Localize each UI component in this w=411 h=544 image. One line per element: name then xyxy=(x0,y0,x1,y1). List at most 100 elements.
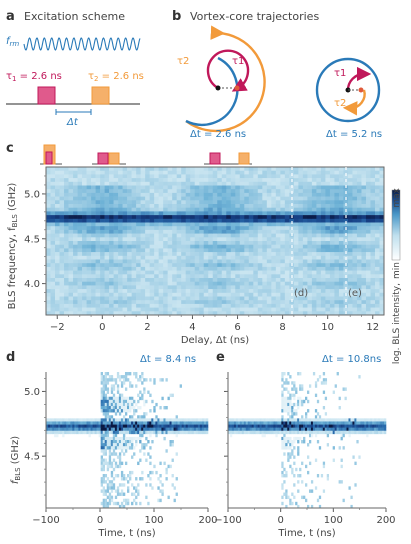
heatmap-c-cell xyxy=(82,307,87,312)
heatmap-c-cell xyxy=(271,218,277,223)
heatmap-e-cell xyxy=(322,406,326,410)
heatmap-c-cell xyxy=(91,270,96,275)
heatmap-d-cell xyxy=(161,396,164,401)
heatmap-c-cell xyxy=(73,259,78,264)
heatmap-c-cell xyxy=(68,167,74,171)
heatmap-e-cell xyxy=(283,418,286,422)
heatmap-d-cell xyxy=(120,430,124,435)
heatmap-c-cell xyxy=(235,285,241,290)
heatmap-e-cell xyxy=(249,418,252,422)
heatmap-c-cell xyxy=(172,178,177,183)
heatmap-c-cell xyxy=(104,185,110,190)
heatmap-c-cell xyxy=(109,285,114,290)
heatmap-c-cell xyxy=(113,196,119,201)
heatmap-c-cell xyxy=(212,233,218,238)
heatmap-c-cell xyxy=(131,200,137,205)
pulse-tau2 xyxy=(91,86,110,105)
heatmap-c-cell xyxy=(239,226,245,231)
heatmap-c-cell xyxy=(190,263,196,268)
heatmap-c-cell xyxy=(77,189,83,194)
heatmap-c-cell xyxy=(280,252,286,257)
heatmap-c-cell xyxy=(253,311,259,316)
heatmap-c-cell xyxy=(325,303,331,308)
heatmap-e-cell xyxy=(352,418,355,422)
heatmap-d-cell xyxy=(102,464,106,469)
heatmap-d-cell xyxy=(106,495,110,500)
heatmap-c-cell xyxy=(194,226,200,231)
heatmap-d-cell xyxy=(102,467,106,472)
heatmap-c-cell xyxy=(95,174,101,179)
heatmap-c-cell xyxy=(212,170,218,175)
heatmap-c-cell xyxy=(113,307,119,312)
heatmap-c-cell xyxy=(239,222,245,227)
heatmap-d-cell xyxy=(197,424,201,428)
heatmap-d-cell xyxy=(133,418,136,422)
heatmap-e-cell xyxy=(285,443,288,447)
heatmap-d-cell xyxy=(102,421,106,425)
heatmap-c-cell xyxy=(262,303,268,308)
heatmap-d-cell xyxy=(104,387,108,391)
heatmap-d-cell xyxy=(46,421,49,425)
heatmap-c-cell xyxy=(149,241,155,245)
heatmap-d-cell xyxy=(127,430,130,435)
heatmap-e-cell xyxy=(328,418,331,422)
heatmap-c-cell xyxy=(356,189,362,194)
heatmap-e-cell xyxy=(291,424,294,428)
heatmap-c-cell xyxy=(239,292,245,297)
heatmap-c-cell xyxy=(82,192,87,197)
heatmap-d-cell xyxy=(118,455,122,459)
heatmap-d-cell xyxy=(137,461,140,466)
heatmap-d-cell xyxy=(127,402,130,407)
heatmap-c-cell xyxy=(199,222,205,227)
heatmap-e-cell xyxy=(324,430,328,435)
heatmap-c-cell xyxy=(235,174,241,179)
heatmap-e-cell xyxy=(368,418,371,422)
heatmap-c-cell xyxy=(73,170,78,175)
heatmap-d-cell xyxy=(139,421,142,425)
heatmap-c-cell xyxy=(325,226,331,231)
heatmap-e-cell xyxy=(380,421,383,425)
heatmap-c-cell xyxy=(127,252,132,257)
heatmap-c-cell xyxy=(257,289,263,294)
heatmap-c-cell xyxy=(95,204,101,208)
heatmap-d-cell xyxy=(193,427,197,432)
heatmap-c-cell xyxy=(262,215,268,220)
heatmap-c-cell xyxy=(82,200,87,205)
heatmap-e-cell xyxy=(358,430,361,435)
heatmap-c-cell xyxy=(374,185,380,190)
heatmap-d-cell xyxy=(108,421,112,425)
heatmap-d-cell xyxy=(175,492,178,496)
heatmap-e-cell xyxy=(308,384,312,388)
heatmap-c-cell xyxy=(203,226,209,231)
heatmap-e-cell xyxy=(229,430,233,435)
heatmap-c-cell xyxy=(136,303,141,308)
heatmap-c-cell xyxy=(293,263,299,268)
heatmap-d-cell xyxy=(66,421,69,425)
heatmap-c-cell xyxy=(334,311,340,316)
heatmap-c-cell xyxy=(122,189,128,194)
heatmap-c-cell xyxy=(109,241,114,245)
heatmap-c-cell xyxy=(86,281,92,286)
heatmap-c-cell xyxy=(361,178,367,183)
heatmap-e-cell xyxy=(366,433,369,438)
heatmap-e-cell xyxy=(285,409,288,413)
heatmap-c-cell xyxy=(280,263,286,268)
heatmap-c-cell xyxy=(190,215,196,220)
heatmap-c-cell xyxy=(329,300,335,305)
heatmap-c-cell xyxy=(176,222,182,227)
heatmap-d-cell xyxy=(127,399,130,404)
heatmap-c-cell xyxy=(82,241,87,245)
heatmap-d-cell xyxy=(106,409,110,413)
heatmap-d-cell xyxy=(108,424,112,428)
heatmap-c-cell xyxy=(203,229,209,234)
heatmap-c-cell xyxy=(199,278,205,282)
heatmap-c-cell xyxy=(131,226,137,231)
heatmap-e-cell xyxy=(382,418,385,422)
heatmap-c-cell xyxy=(284,185,290,190)
heatmap-c-cell xyxy=(221,181,227,186)
heatmap-c-cell xyxy=(289,278,295,282)
heatmap-c-cell xyxy=(347,311,353,316)
heatmap-c-cell xyxy=(185,181,191,186)
heatmap-e-cell xyxy=(281,424,284,428)
heatmap-d-cell xyxy=(124,378,128,382)
